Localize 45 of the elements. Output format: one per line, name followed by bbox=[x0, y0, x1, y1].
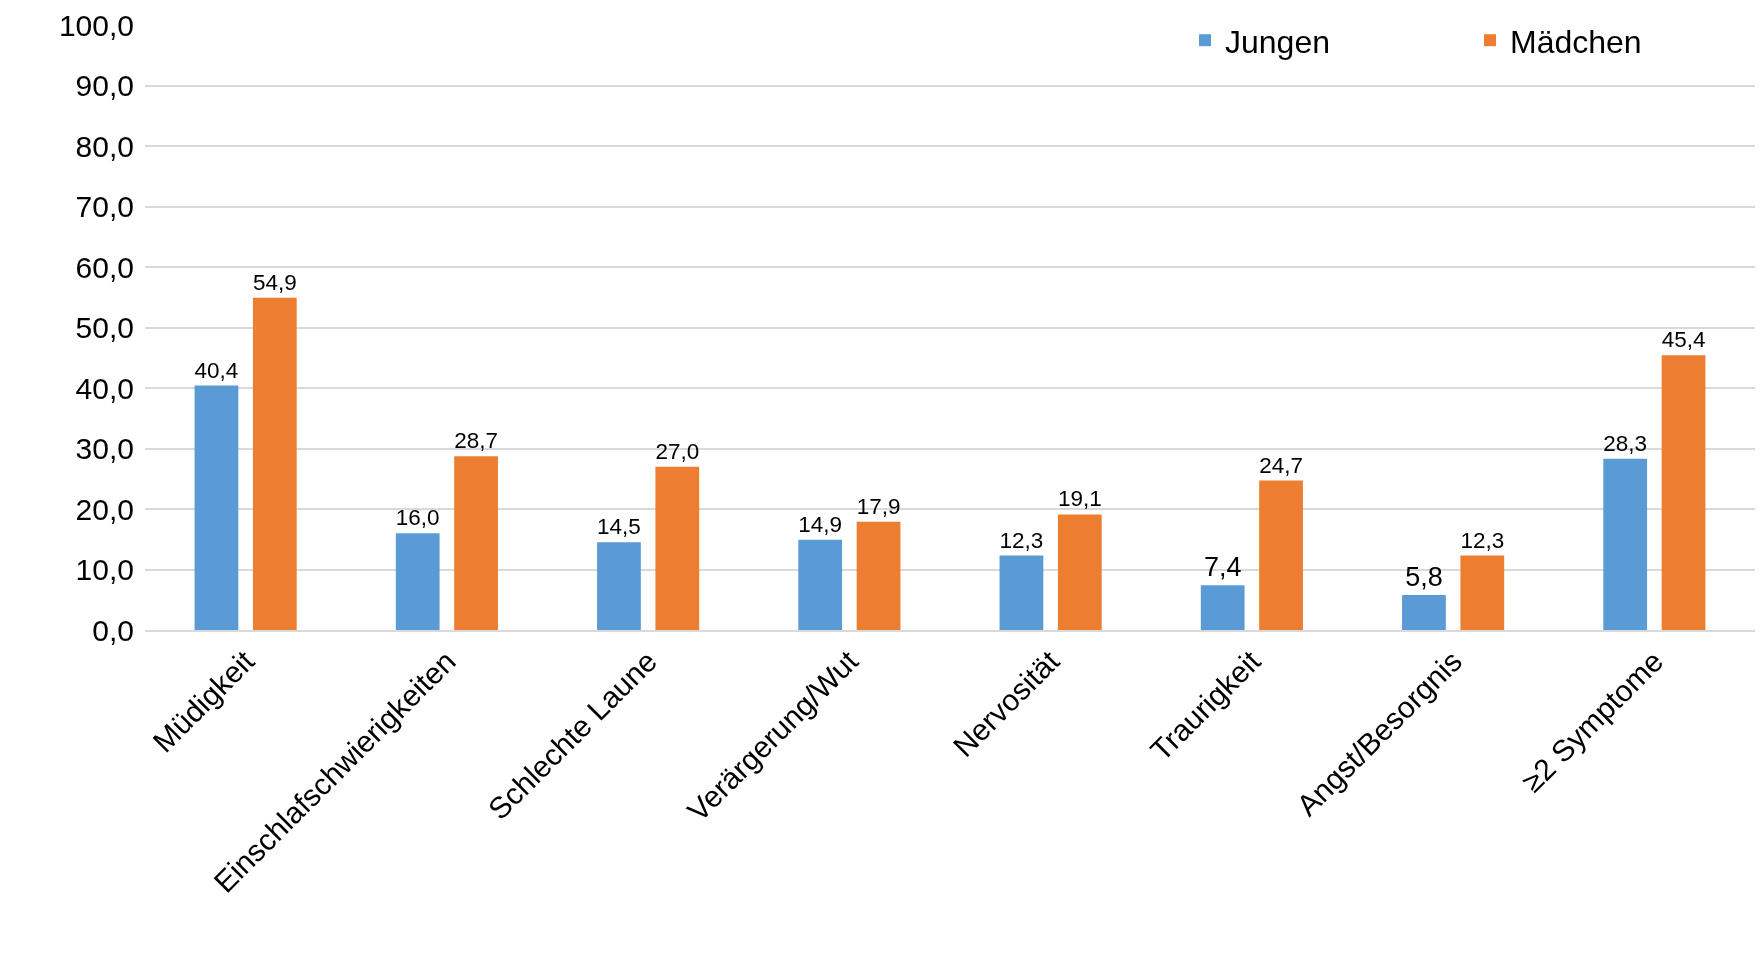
bar bbox=[1057, 514, 1102, 630]
data-label: 14,9 bbox=[798, 511, 843, 537]
data-label: 7,4 bbox=[1203, 552, 1242, 583]
data-label: 28,7 bbox=[454, 428, 498, 454]
bar bbox=[1200, 585, 1245, 630]
data-label: 27,0 bbox=[655, 438, 700, 464]
bar bbox=[454, 456, 498, 630]
y-tick-label: 30,0 bbox=[75, 432, 134, 465]
data-label: 5,8 bbox=[1405, 561, 1443, 592]
bar bbox=[395, 533, 440, 630]
data-label: 24,7 bbox=[1259, 452, 1303, 478]
data-label: 17,9 bbox=[856, 493, 901, 519]
y-tick-label: 10,0 bbox=[75, 553, 134, 586]
data-label: 12,3 bbox=[999, 527, 1044, 553]
y-tick-label: 70,0 bbox=[75, 190, 134, 223]
legend-label: Mädchen bbox=[1510, 23, 1642, 60]
y-tick-label: 0,0 bbox=[92, 613, 134, 647]
data-label: 14,5 bbox=[597, 514, 641, 540]
y-tick-label: 80,0 bbox=[75, 129, 134, 163]
data-label: 16,0 bbox=[395, 505, 440, 531]
y-tick-label: 100,0 bbox=[58, 8, 134, 42]
bar bbox=[1460, 555, 1505, 630]
bar bbox=[1661, 355, 1706, 630]
data-label: 45,4 bbox=[1661, 327, 1706, 353]
bar bbox=[1259, 480, 1303, 630]
data-label: 12,3 bbox=[1460, 527, 1505, 553]
data-label: 54,9 bbox=[252, 269, 297, 295]
y-tick-label: 60,0 bbox=[75, 250, 134, 284]
bar bbox=[856, 521, 901, 630]
legend-label: Jungen bbox=[1225, 23, 1330, 60]
y-tick-label: 20,0 bbox=[75, 492, 134, 526]
bar bbox=[798, 539, 843, 630]
bar bbox=[999, 555, 1044, 630]
data-label: 19,1 bbox=[1057, 486, 1102, 512]
y-tick-label: 50,0 bbox=[75, 311, 134, 344]
bar bbox=[1603, 458, 1648, 630]
data-label: 28,3 bbox=[1603, 430, 1648, 456]
bar bbox=[194, 385, 239, 630]
y-tick-label: 40,0 bbox=[75, 371, 134, 405]
data-label: 40,4 bbox=[194, 357, 239, 383]
bar bbox=[597, 542, 641, 630]
bar bbox=[252, 297, 297, 630]
bar bbox=[655, 466, 700, 630]
bar bbox=[1402, 594, 1446, 630]
y-tick-label: 90,0 bbox=[75, 69, 134, 102]
